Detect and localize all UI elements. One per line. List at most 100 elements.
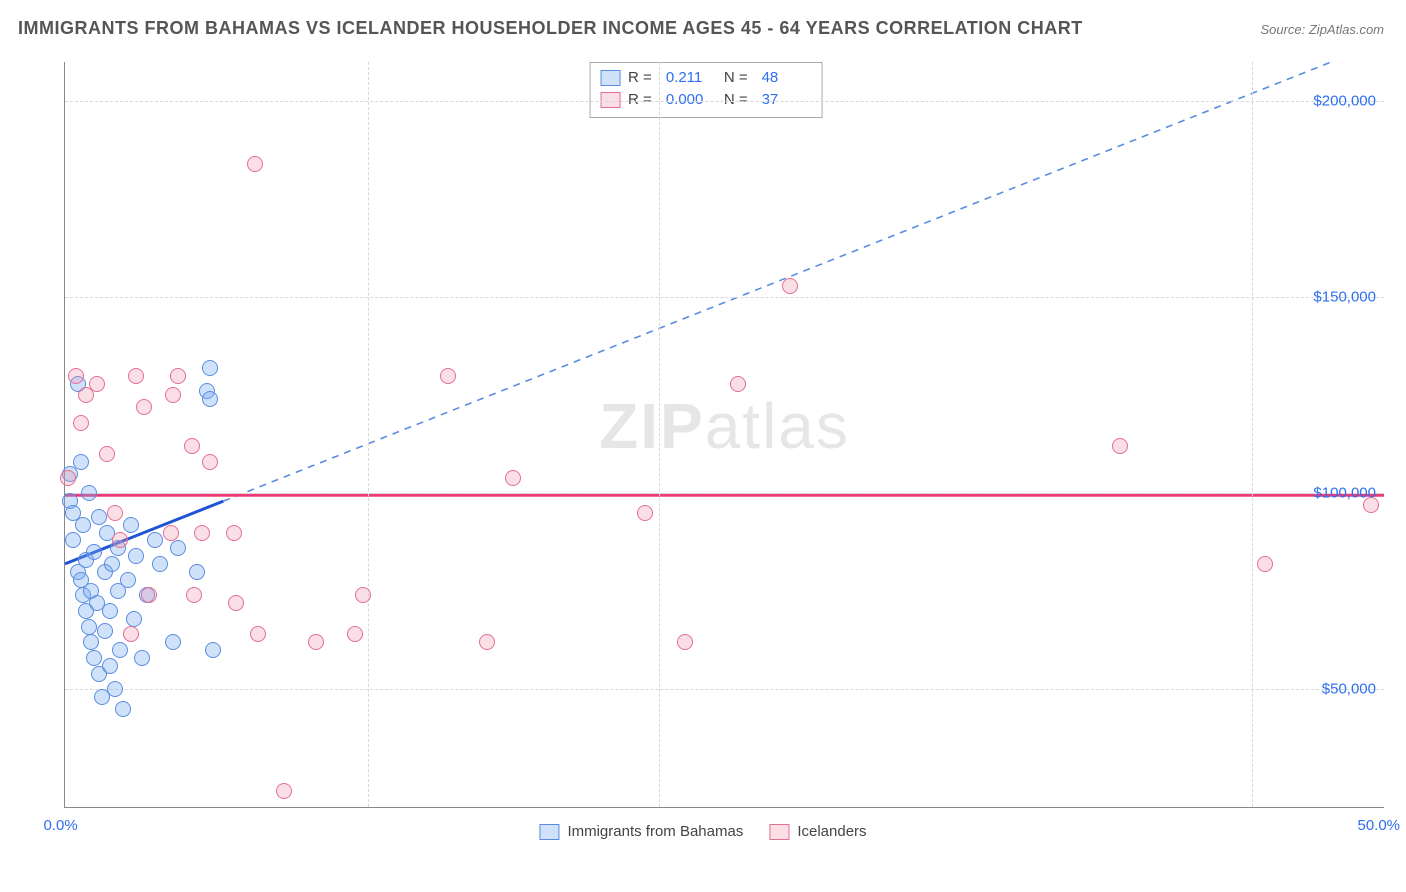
- scatter-point-bahamas: [123, 517, 139, 533]
- scatter-point-icelanders: [194, 525, 210, 541]
- trendlines-layer: [65, 62, 1384, 807]
- y-tick-label: $50,000: [1322, 681, 1376, 698]
- scatter-point-bahamas: [83, 634, 99, 650]
- gridline-horizontal: [65, 689, 1384, 690]
- trendline: [223, 62, 1331, 501]
- plot-area: ZIPatlas R =0.211N =48R =0.000N =37 $50,…: [64, 62, 1384, 808]
- scatter-point-bahamas: [115, 701, 131, 717]
- legend-r-value: 0.000: [666, 89, 716, 111]
- scatter-point-icelanders: [141, 587, 157, 603]
- scatter-point-icelanders: [1112, 438, 1128, 454]
- watermark-text-b: atlas: [705, 390, 850, 462]
- scatter-point-icelanders: [226, 525, 242, 541]
- gridline-horizontal: [65, 493, 1384, 494]
- scatter-point-icelanders: [730, 376, 746, 392]
- scatter-point-icelanders: [123, 626, 139, 642]
- scatter-point-bahamas: [86, 650, 102, 666]
- legend-r-value: 0.211: [666, 67, 716, 89]
- gridline-vertical: [1252, 62, 1253, 807]
- gridline-horizontal: [65, 297, 1384, 298]
- scatter-point-icelanders: [112, 532, 128, 548]
- scatter-point-bahamas: [81, 485, 97, 501]
- scatter-point-icelanders: [228, 595, 244, 611]
- correlation-legend: R =0.211N =48R =0.000N =37: [589, 62, 823, 118]
- y-tick-label: $150,000: [1313, 289, 1376, 306]
- series-legend-label: Icelanders: [797, 823, 866, 840]
- scatter-point-icelanders: [186, 587, 202, 603]
- scatter-point-bahamas: [91, 509, 107, 525]
- scatter-point-bahamas: [104, 556, 120, 572]
- gridline-vertical: [368, 62, 369, 807]
- legend-swatch-bahamas: [600, 70, 620, 86]
- scatter-point-icelanders: [60, 470, 76, 486]
- scatter-point-bahamas: [128, 548, 144, 564]
- scatter-point-icelanders: [128, 368, 144, 384]
- scatter-point-bahamas: [65, 532, 81, 548]
- scatter-point-bahamas: [112, 642, 128, 658]
- scatter-point-icelanders: [170, 368, 186, 384]
- scatter-point-bahamas: [107, 681, 123, 697]
- scatter-point-icelanders: [782, 278, 798, 294]
- scatter-point-icelanders: [347, 626, 363, 642]
- scatter-point-icelanders: [479, 634, 495, 650]
- scatter-point-bahamas: [152, 556, 168, 572]
- scatter-point-icelanders: [89, 376, 105, 392]
- scatter-point-bahamas: [165, 634, 181, 650]
- legend-swatch-icelanders: [600, 92, 620, 108]
- scatter-point-icelanders: [136, 399, 152, 415]
- watermark: ZIPatlas: [599, 389, 850, 463]
- legend-n-label: N =: [724, 67, 748, 89]
- legend-row-bahamas: R =0.211N =48: [600, 67, 812, 89]
- scatter-point-icelanders: [202, 454, 218, 470]
- scatter-point-icelanders: [99, 446, 115, 462]
- scatter-point-icelanders: [276, 783, 292, 799]
- legend-swatch-bahamas: [539, 824, 559, 840]
- legend-r-label: R =: [628, 67, 652, 89]
- scatter-point-bahamas: [120, 572, 136, 588]
- scatter-point-bahamas: [202, 391, 218, 407]
- x-tick-label: 50.0%: [1357, 817, 1400, 834]
- scatter-point-icelanders: [677, 634, 693, 650]
- scatter-point-icelanders: [1363, 497, 1379, 513]
- scatter-point-bahamas: [147, 532, 163, 548]
- x-tick-label: 0.0%: [43, 817, 77, 834]
- scatter-point-icelanders: [440, 368, 456, 384]
- legend-n-label: N =: [724, 89, 748, 111]
- scatter-point-bahamas: [134, 650, 150, 666]
- watermark-text-a: ZIP: [599, 390, 705, 462]
- chart-container: Householder Income Ages 45 - 64 years ZI…: [18, 58, 1388, 842]
- scatter-point-bahamas: [170, 540, 186, 556]
- scatter-point-bahamas: [97, 623, 113, 639]
- scatter-point-icelanders: [637, 505, 653, 521]
- scatter-point-bahamas: [81, 619, 97, 635]
- chart-title: IMMIGRANTS FROM BAHAMAS VS ICELANDER HOU…: [18, 18, 1083, 39]
- legend-n-value: 37: [762, 89, 812, 111]
- scatter-point-bahamas: [189, 564, 205, 580]
- scatter-point-icelanders: [165, 387, 181, 403]
- scatter-point-icelanders: [184, 438, 200, 454]
- source-attribution: Source: ZipAtlas.com: [1260, 22, 1384, 37]
- series-legend-entry-icelanders: Icelanders: [769, 823, 866, 840]
- scatter-point-icelanders: [308, 634, 324, 650]
- scatter-point-bahamas: [102, 603, 118, 619]
- scatter-point-icelanders: [107, 505, 123, 521]
- scatter-point-bahamas: [202, 360, 218, 376]
- scatter-point-icelanders: [247, 156, 263, 172]
- scatter-point-icelanders: [505, 470, 521, 486]
- legend-row-icelanders: R = 0.000 N = 37: [600, 89, 812, 111]
- scatter-point-icelanders: [355, 587, 371, 603]
- gridline-horizontal: [65, 101, 1384, 102]
- gridline-vertical: [659, 62, 660, 807]
- scatter-point-bahamas: [75, 517, 91, 533]
- scatter-point-bahamas: [126, 611, 142, 627]
- series-legend-label: Immigrants from Bahamas: [567, 823, 743, 840]
- scatter-point-icelanders: [73, 415, 89, 431]
- scatter-point-bahamas: [102, 658, 118, 674]
- legend-swatch-icelanders: [769, 824, 789, 840]
- series-legend: Immigrants from Bahamas Icelanders: [539, 823, 866, 840]
- scatter-point-icelanders: [250, 626, 266, 642]
- scatter-point-bahamas: [205, 642, 221, 658]
- scatter-point-icelanders: [1257, 556, 1273, 572]
- scatter-point-icelanders: [68, 368, 84, 384]
- legend-r-label: R =: [628, 89, 652, 111]
